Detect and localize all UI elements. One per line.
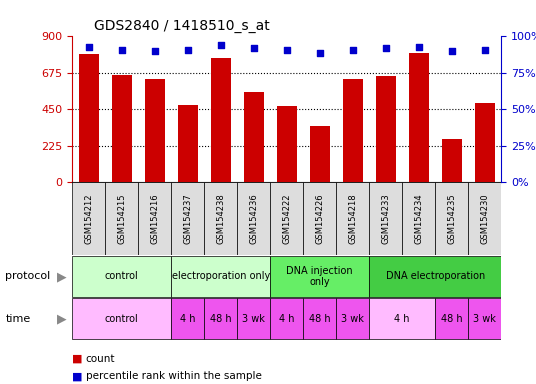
Bar: [211, 58, 230, 182]
FancyBboxPatch shape: [72, 182, 106, 255]
Text: 48 h: 48 h: [309, 314, 331, 324]
FancyBboxPatch shape: [336, 298, 369, 339]
Bar: [277, 106, 296, 182]
FancyBboxPatch shape: [369, 298, 435, 339]
Bar: [79, 54, 99, 182]
Text: 4 h: 4 h: [180, 314, 196, 324]
Text: 4 h: 4 h: [279, 314, 294, 324]
FancyBboxPatch shape: [303, 298, 336, 339]
Text: ■: ■: [72, 371, 83, 381]
Text: GSM154233: GSM154233: [381, 194, 390, 244]
Text: 48 h: 48 h: [441, 314, 463, 324]
FancyBboxPatch shape: [204, 298, 237, 339]
Point: [117, 46, 126, 53]
Point: [217, 42, 225, 48]
Text: GSM154237: GSM154237: [183, 194, 192, 244]
Text: GSM154212: GSM154212: [84, 194, 93, 244]
FancyBboxPatch shape: [369, 182, 402, 255]
FancyBboxPatch shape: [369, 256, 501, 297]
Text: ▶: ▶: [57, 270, 66, 283]
Bar: [310, 126, 330, 182]
Text: 3 wk: 3 wk: [473, 314, 496, 324]
Bar: [178, 105, 198, 182]
Text: GSM154234: GSM154234: [414, 194, 423, 244]
Point: [448, 48, 456, 54]
Bar: [442, 139, 461, 182]
FancyBboxPatch shape: [270, 182, 303, 255]
Point: [414, 44, 423, 50]
Point: [348, 46, 357, 53]
FancyBboxPatch shape: [270, 298, 303, 339]
FancyBboxPatch shape: [204, 182, 237, 255]
Text: DNA electroporation: DNA electroporation: [385, 271, 485, 281]
Text: GSM154216: GSM154216: [150, 194, 159, 244]
Point: [151, 48, 159, 54]
Point: [316, 50, 324, 56]
Text: electroporation only: electroporation only: [172, 271, 270, 281]
Text: GDS2840 / 1418510_s_at: GDS2840 / 1418510_s_at: [94, 19, 270, 33]
FancyBboxPatch shape: [138, 182, 172, 255]
FancyBboxPatch shape: [237, 182, 270, 255]
FancyBboxPatch shape: [303, 182, 336, 255]
FancyBboxPatch shape: [270, 256, 369, 297]
Text: GSM154230: GSM154230: [480, 194, 489, 244]
FancyBboxPatch shape: [237, 298, 270, 339]
Text: GSM154226: GSM154226: [315, 194, 324, 244]
Bar: [475, 103, 495, 182]
Text: 3 wk: 3 wk: [341, 314, 364, 324]
Text: GSM154238: GSM154238: [217, 194, 225, 244]
Point: [85, 44, 93, 50]
Text: 4 h: 4 h: [394, 314, 410, 324]
FancyBboxPatch shape: [468, 182, 501, 255]
Text: ■: ■: [72, 354, 83, 364]
Bar: [145, 79, 165, 182]
FancyBboxPatch shape: [402, 182, 435, 255]
FancyBboxPatch shape: [435, 298, 468, 339]
Text: GSM154235: GSM154235: [447, 194, 456, 244]
Text: GSM154236: GSM154236: [249, 194, 258, 244]
Point: [249, 45, 258, 51]
Text: time: time: [5, 314, 31, 324]
Text: 48 h: 48 h: [210, 314, 232, 324]
FancyBboxPatch shape: [336, 182, 369, 255]
Text: ▶: ▶: [57, 312, 66, 325]
Text: protocol: protocol: [5, 271, 50, 281]
FancyBboxPatch shape: [172, 182, 204, 255]
Point: [382, 45, 390, 51]
FancyBboxPatch shape: [435, 182, 468, 255]
Text: 3 wk: 3 wk: [242, 314, 265, 324]
Text: count: count: [86, 354, 115, 364]
FancyBboxPatch shape: [468, 298, 501, 339]
Text: GSM154222: GSM154222: [282, 194, 291, 244]
Bar: [244, 92, 264, 182]
Text: GSM154218: GSM154218: [348, 194, 357, 244]
Text: GSM154215: GSM154215: [117, 194, 126, 244]
Text: control: control: [105, 271, 139, 281]
Bar: [376, 76, 396, 182]
FancyBboxPatch shape: [72, 256, 172, 297]
Text: percentile rank within the sample: percentile rank within the sample: [86, 371, 262, 381]
Bar: [112, 75, 132, 182]
Point: [480, 46, 489, 53]
Text: DNA injection
only: DNA injection only: [286, 266, 353, 287]
FancyBboxPatch shape: [72, 298, 172, 339]
FancyBboxPatch shape: [172, 298, 204, 339]
Bar: [343, 79, 363, 182]
Point: [282, 46, 291, 53]
FancyBboxPatch shape: [172, 256, 270, 297]
Bar: [409, 53, 429, 182]
Text: control: control: [105, 314, 139, 324]
Point: [183, 46, 192, 53]
FancyBboxPatch shape: [106, 182, 138, 255]
